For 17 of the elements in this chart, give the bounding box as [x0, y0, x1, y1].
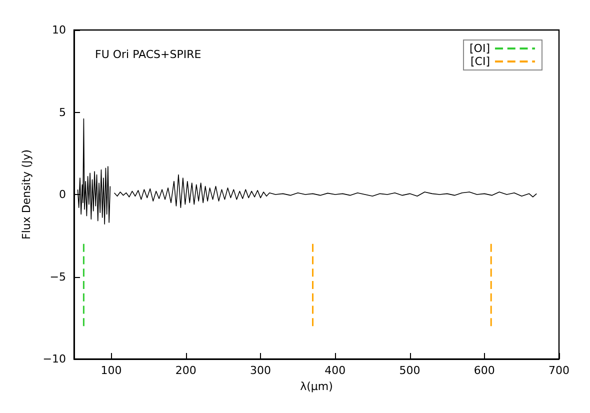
x-axis-title: λ(μm) [300, 380, 333, 393]
text: FU Ori PACS+SPIRE [95, 48, 202, 61]
x-tick-label: 400 [324, 364, 346, 377]
y-tick-label: −10 [42, 352, 66, 366]
y-axis-title: Flux Density (Jy) [20, 149, 33, 240]
y-tick-label: 10 [52, 24, 66, 36]
legend-label: [OI] [470, 42, 490, 55]
y-tick-label: 5 [59, 106, 66, 119]
x-tick-label: 200 [175, 364, 196, 377]
x-tick-label: 700 [548, 364, 570, 377]
x-tick-label: 300 [250, 364, 272, 377]
x-tick-label: 100 [100, 364, 122, 377]
x-tick-label: 600 [474, 364, 495, 377]
x-tick-label: 500 [399, 364, 420, 377]
y-tick-label: −5 [50, 270, 66, 284]
legend-label: [CI] [470, 55, 490, 68]
y-tick-label: 0 [59, 188, 66, 201]
